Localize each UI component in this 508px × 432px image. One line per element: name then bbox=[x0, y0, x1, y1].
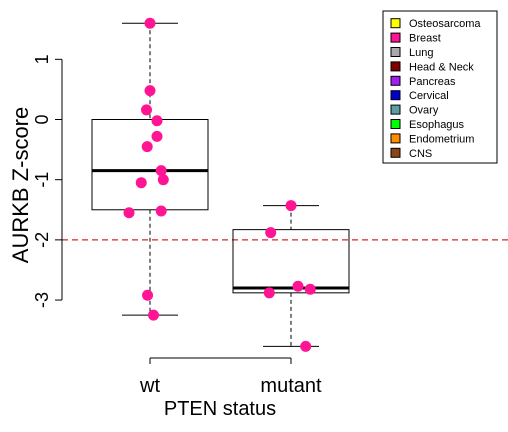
legend-swatch bbox=[390, 18, 401, 29]
data-point-wt bbox=[144, 17, 156, 29]
points-layer bbox=[123, 17, 316, 352]
data-point-wt bbox=[151, 130, 163, 142]
legend-swatch bbox=[390, 104, 401, 115]
data-point-wt bbox=[141, 141, 153, 153]
data-point-wt bbox=[135, 177, 147, 189]
data-point-wt bbox=[148, 309, 159, 321]
legend-label: Cervical bbox=[409, 90, 449, 102]
data-point-wt bbox=[155, 205, 167, 217]
y-tick-label: -1 bbox=[32, 172, 52, 188]
legend-label: Pancreas bbox=[409, 76, 456, 88]
legend-swatch bbox=[390, 32, 401, 43]
legend-swatch bbox=[390, 61, 401, 72]
legend-label: Lung bbox=[409, 47, 433, 59]
box-body bbox=[232, 229, 350, 294]
legend: Osteosarcoma Breast Lung Head & Neck Pancrea… bbox=[382, 10, 498, 164]
y-axis-label: AURKB Z-score bbox=[8, 107, 33, 263]
legend-label: Head & Neck bbox=[409, 61, 474, 73]
y-tick-label: -2 bbox=[32, 232, 52, 248]
data-point-mutant bbox=[265, 227, 277, 239]
legend-label: Esophagus bbox=[409, 119, 465, 131]
data-point-wt bbox=[157, 174, 169, 186]
data-point-wt bbox=[123, 207, 135, 219]
data-point-mutant bbox=[263, 287, 275, 299]
legend-swatch bbox=[390, 133, 401, 144]
legend-label: Breast bbox=[409, 33, 441, 45]
legend-label: Endometrium bbox=[409, 133, 474, 145]
legend-swatch bbox=[390, 75, 401, 86]
legend-swatch bbox=[390, 47, 401, 57]
x-tick-label: mutant bbox=[260, 375, 322, 397]
data-point-mutant bbox=[285, 200, 297, 212]
data-point-wt bbox=[141, 104, 152, 116]
legend-box bbox=[382, 10, 498, 164]
box-mutant bbox=[232, 205, 350, 347]
boxes-layer bbox=[91, 22, 350, 347]
data-point-mutant bbox=[292, 280, 304, 292]
data-point-wt bbox=[155, 165, 167, 177]
data-point-mutant bbox=[300, 340, 312, 352]
data-point-wt bbox=[144, 85, 156, 97]
data-point-mutant bbox=[304, 283, 316, 295]
y-tick-label: 1 bbox=[32, 54, 52, 64]
y-tick-label: -3 bbox=[32, 292, 52, 308]
legend-swatch bbox=[390, 90, 401, 101]
box-body bbox=[91, 119, 209, 211]
legend-label: CNS bbox=[409, 148, 432, 160]
x-axis-label: PTEN status bbox=[164, 398, 276, 420]
x-tick-label: wt bbox=[139, 375, 160, 397]
axes-layer: 1 0 -1 -2 -3 wt mutant bbox=[32, 54, 322, 397]
y-tick-label: 0 bbox=[32, 114, 52, 124]
data-point-wt bbox=[151, 115, 163, 127]
legend-label: Ovary bbox=[409, 105, 439, 117]
legend-swatch bbox=[390, 119, 401, 129]
box-wt bbox=[91, 22, 209, 316]
data-point-wt bbox=[142, 289, 154, 301]
legend-label: Osteosarcoma bbox=[409, 18, 481, 30]
legend-swatch bbox=[390, 147, 401, 158]
